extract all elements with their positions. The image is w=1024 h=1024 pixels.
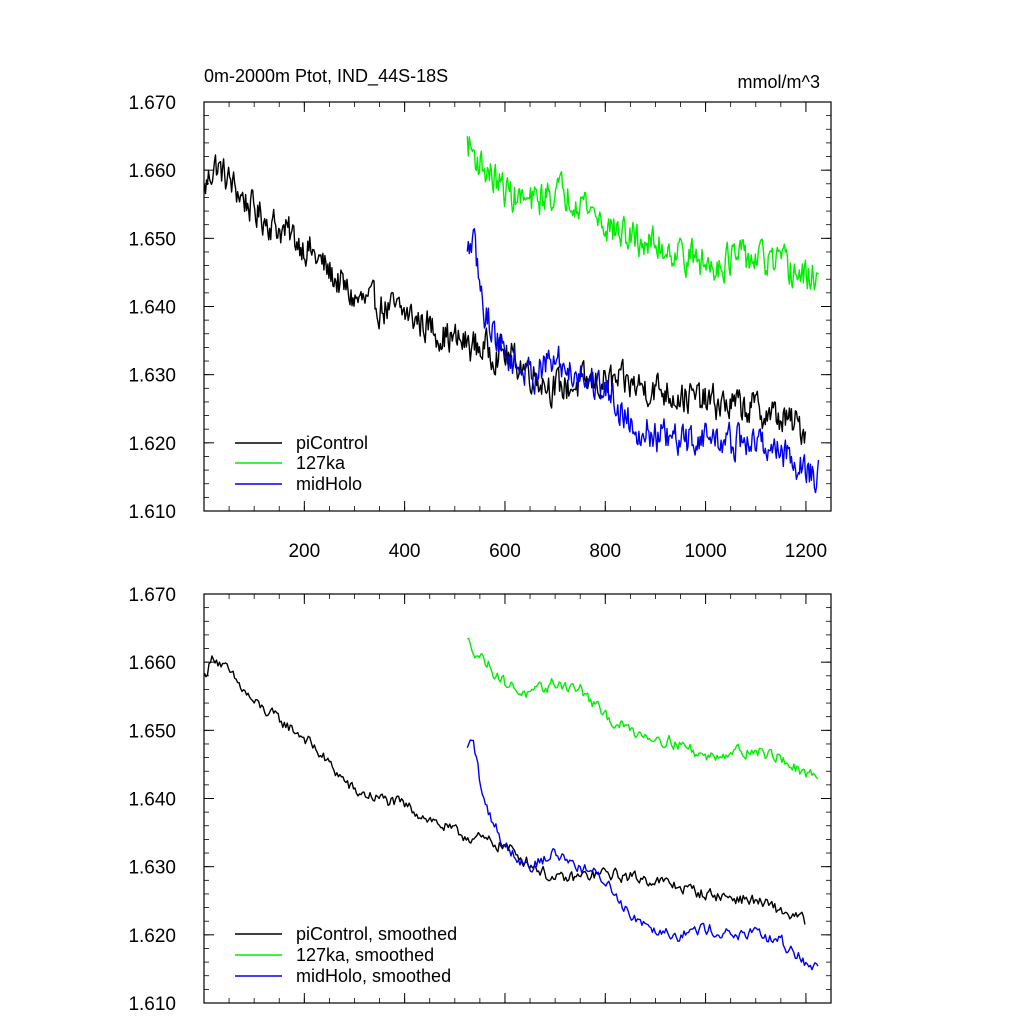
legend-label: 127ka <box>296 453 346 473</box>
top-panel: 0m-2000m Ptot, IND_44S-18S mmol/m^3 1.61… <box>128 66 832 562</box>
y-tick-label: 1.640 <box>128 790 176 811</box>
y-tick-label: 1.630 <box>128 858 176 879</box>
legend-label: midHolo, smoothed <box>296 966 451 986</box>
y-tick-label: 1.640 <box>128 298 176 319</box>
series-line-127ka <box>466 136 819 291</box>
x-tick-label: 200 <box>288 541 320 562</box>
bottom-panel: 1.610 1.620 1.630 1.640 1.650 1.660 1.670 piCon… <box>128 585 832 1015</box>
units-label: mmol/m^3 <box>738 72 820 92</box>
x-tick-label: 1000 <box>684 541 726 562</box>
y-tick-label: 1.650 <box>128 229 176 250</box>
y-tick-label: 1.610 <box>128 994 176 1015</box>
legend-label: piControl <box>296 433 368 453</box>
y-tick-label: 1.620 <box>128 434 176 455</box>
series-line-midholo-smoothed <box>466 739 819 971</box>
legend-label: midHolo <box>296 474 362 494</box>
legend-label: piControl, smoothed <box>296 924 457 944</box>
y-tick-label: 1.620 <box>128 926 176 947</box>
y-tick-label: 1.670 <box>128 585 176 606</box>
y-tick-label: 1.610 <box>128 502 176 523</box>
y-tick-label: 1.650 <box>128 721 176 742</box>
series-line-picontrol-smoothed <box>203 655 806 925</box>
series-line-picontrol <box>203 154 807 445</box>
x-tick-label: 800 <box>589 541 621 562</box>
top-plot-area: 1.610 1.620 1.630 1.640 1.650 1.660 1.670 200 40… <box>128 93 832 562</box>
legend-label: 127ka, smoothed <box>296 945 434 965</box>
x-tick-label: 400 <box>389 541 421 562</box>
x-tick-label: 1200 <box>785 541 827 562</box>
series-line-127ka-smoothed <box>467 637 819 780</box>
y-tick-label: 1.670 <box>128 93 176 114</box>
y-tick-label: 1.630 <box>128 366 176 387</box>
y-tick-label: 1.660 <box>128 161 176 182</box>
series-line-midholo <box>466 227 820 494</box>
x-tick-label: 600 <box>489 541 521 562</box>
y-tick-label: 1.660 <box>128 653 176 674</box>
bottom-plot-area: 1.610 1.620 1.630 1.640 1.650 1.660 1.670 piCon… <box>128 585 832 1015</box>
chart-title: 0m-2000m Ptot, IND_44S-18S <box>204 66 448 87</box>
